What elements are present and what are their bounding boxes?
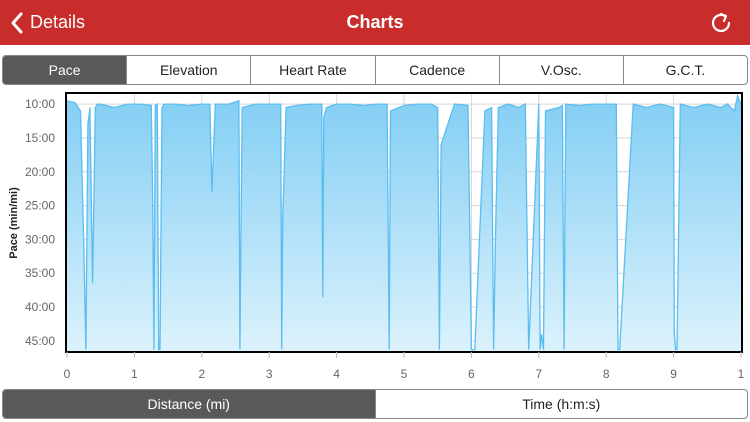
y-tick-label: 15:00: [25, 131, 55, 145]
pace-chart[interactable]: 10:00 15:00 20:00 25:00 30:00 35:00 40:00 45:00…: [0, 86, 750, 386]
y-axis-label: Pace (min/mi): [8, 187, 20, 259]
tab-time[interactable]: Time (h:m:s): [374, 390, 748, 418]
tab-heart-rate[interactable]: Heart Rate: [250, 56, 374, 84]
x-tick-label: 9: [670, 367, 677, 381]
tab-vertical-oscillation[interactable]: V.Osc.: [498, 56, 623, 84]
y-tick-label: 40:00: [25, 300, 55, 314]
tab-cadence[interactable]: Cadence: [374, 56, 499, 84]
tab-ground-contact-time[interactable]: G.C.T.: [622, 56, 747, 84]
x-tick-label: 7: [535, 367, 542, 381]
tab-elevation[interactable]: Elevation: [126, 56, 250, 84]
chevron-left-icon: [11, 12, 23, 33]
y-tick-label: 35:00: [25, 266, 55, 280]
pace-line: [66, 93, 742, 351]
back-button[interactable]: Details: [10, 0, 85, 45]
x-tick-label: 8: [603, 367, 610, 381]
y-tick-label: 20:00: [25, 165, 55, 179]
refresh-icon[interactable]: [708, 10, 734, 36]
x-tick-label: 6: [468, 367, 475, 381]
tab-pace[interactable]: Pace: [3, 56, 127, 84]
page-title: Charts: [346, 12, 404, 32]
x-axis-ticks: 0 1 2 3 4 5 6 7 8 9 1: [64, 352, 745, 381]
back-label: Details: [30, 12, 86, 32]
y-tick-label: 25:00: [25, 199, 55, 213]
tab-distance[interactable]: Distance (mi): [3, 390, 375, 418]
x-tick-label: 2: [198, 367, 205, 381]
metric-tabs: Pace Elevation Heart Rate Cadence V.Osc.…: [2, 55, 748, 85]
x-tick-label: 3: [266, 367, 273, 381]
x-axis-mode-tabs: Distance (mi) Time (h:m:s): [2, 389, 748, 419]
x-tick-label: 5: [401, 367, 408, 381]
x-tick-label: 1: [131, 367, 138, 381]
x-tick-label: 1: [738, 367, 745, 381]
y-axis-ticks: 10:00 15:00 20:00 25:00 30:00 35:00 40:00 45:00: [25, 97, 55, 348]
y-tick-label: 10:00: [25, 97, 55, 111]
x-tick-label: 4: [333, 367, 340, 381]
y-tick-label: 45:00: [25, 334, 55, 348]
y-tick-label: 30:00: [25, 232, 55, 246]
pace-area: [67, 96, 741, 351]
x-tick-label: 0: [64, 367, 71, 381]
nav-bar: Details Charts: [0, 0, 750, 45]
